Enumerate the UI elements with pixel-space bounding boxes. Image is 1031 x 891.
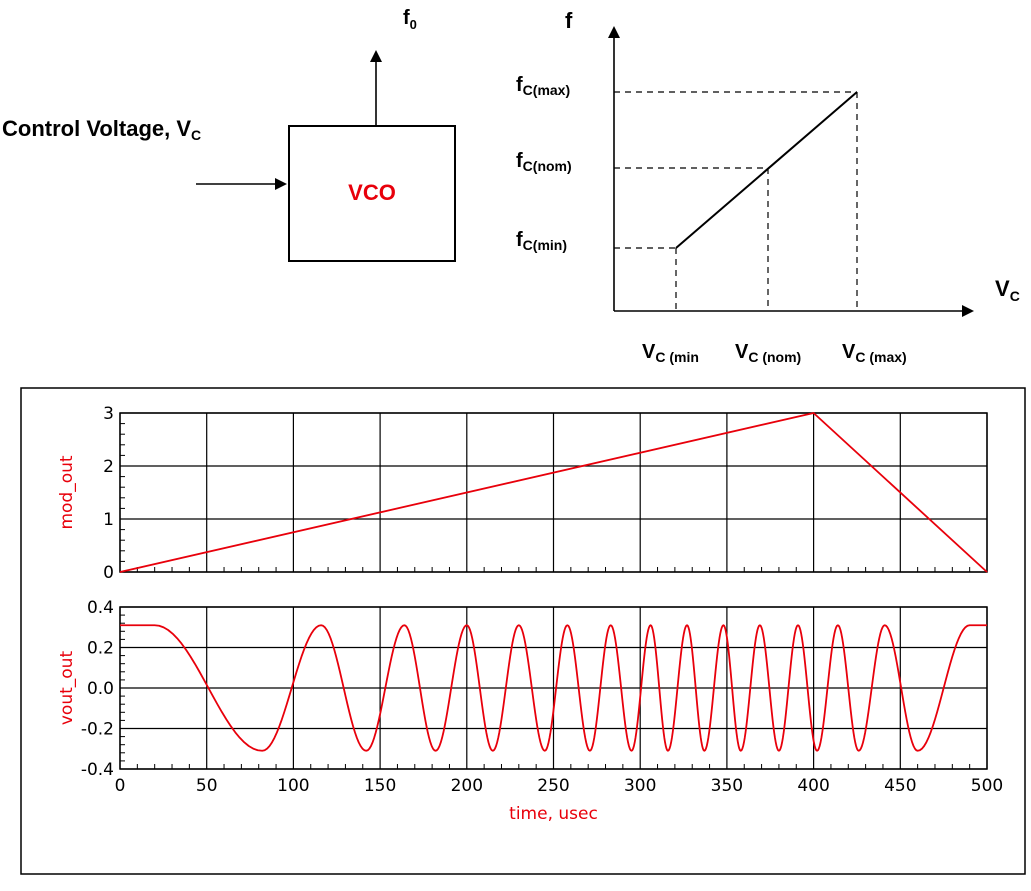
vco-block — [288, 125, 456, 262]
fc-max-label: fC(max) — [516, 74, 570, 98]
vout-out-plot: -0.4 -0.2 0.0 0.2 0.4 0 50 100 150 200 250 300 350 40… — [57, 598, 1003, 824]
frequency-axis-label: f — [565, 8, 573, 33]
series-line-vout_out — [120, 624, 988, 752]
y-tick-label: 0.0 — [87, 679, 114, 699]
x-tick-label: 150 — [364, 776, 396, 796]
x-tick-label: 300 — [624, 776, 656, 796]
transfer-line — [675, 91, 858, 249]
voltage-axis-label: VC — [995, 276, 1020, 304]
x-tick-label: 0 — [115, 776, 126, 796]
vco-block-diagram: Control Voltage, VC VCO f0 — [2, 7, 456, 262]
x-tick-label: 350 — [711, 776, 743, 796]
y-tick-label: 2 — [103, 457, 114, 477]
fc-nom-label: fC(nom) — [516, 150, 572, 174]
vc-max-label: VC (max) — [842, 341, 907, 365]
y-tick-label: 0.2 — [87, 639, 114, 659]
control-voltage-label: Control Voltage, VC — [2, 116, 201, 143]
guide-lines — [614, 91, 858, 311]
output-frequency-label: f0 — [403, 7, 417, 32]
x-tick-label: 500 — [971, 776, 1003, 796]
x-tick-label: 50 — [196, 776, 218, 796]
y-tick-label: -0.4 — [81, 760, 114, 780]
y-tick-label: 0.4 — [87, 598, 114, 618]
x-tick-label: 100 — [277, 776, 309, 796]
y-tick-label: 0 — [103, 563, 114, 583]
fc-min-label: fC(min) — [516, 229, 567, 253]
y-axis-label: mod_out — [57, 455, 77, 529]
series-line-mod_out — [119, 412, 988, 573]
vco-label: VCO — [348, 180, 396, 205]
y-tick-label: 3 — [103, 404, 114, 424]
vc-nom-label: VC (nom) — [735, 341, 801, 365]
x-tick-label: 200 — [451, 776, 483, 796]
y-tick-label: -0.2 — [81, 720, 114, 740]
vco-transfer-graph: f VC fC(max) fC(nom) fC(min) VC (min VC … — [516, 8, 1020, 365]
y-tick-label: 1 — [103, 510, 114, 530]
x-tick-label: 250 — [537, 776, 569, 796]
vc-min-label: VC (min — [642, 341, 699, 365]
x-tick-label: 400 — [797, 776, 829, 796]
x-tick-label: 450 — [884, 776, 916, 796]
mod-out-plot: 0 1 2 3 mod_out — [57, 404, 988, 583]
x-axis-label: time, usec — [509, 804, 598, 824]
y-axis-label: vout_out — [57, 651, 77, 726]
